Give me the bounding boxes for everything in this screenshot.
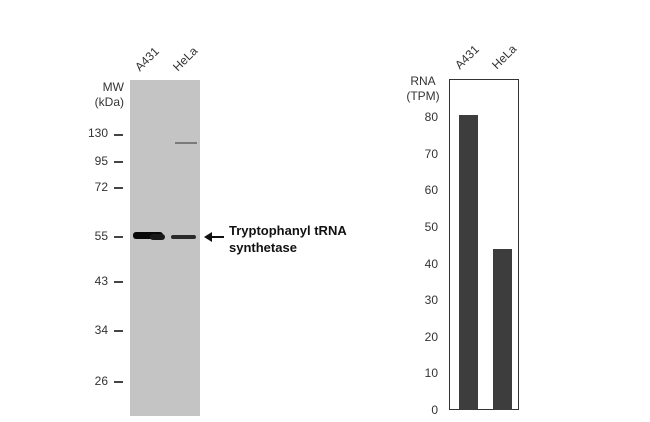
target-arrow-shaft (209, 236, 224, 238)
y-tick-label: 10 (424, 366, 438, 381)
rna-axis-title-line2: (TPM) (406, 89, 440, 103)
band-a431-tail (150, 234, 165, 240)
y-tick-label: 80 (424, 110, 438, 124)
mw-tick-26 (114, 381, 123, 383)
mw-tick-72 (114, 187, 123, 189)
mw-label: MW (102, 80, 124, 94)
mw-marker-34: 34 (94, 323, 108, 337)
mw-tick-34 (114, 330, 123, 332)
target-label-line1: Tryptophanyl tRNA (229, 223, 347, 238)
lane-label-a431: A431 (132, 44, 162, 74)
band-hela (171, 235, 196, 239)
mw-tick-95 (114, 161, 123, 163)
chart-category-a431: A431 (452, 42, 482, 72)
band-a431 (133, 232, 163, 239)
rna-axis-title: RNA (TPM) (400, 74, 446, 104)
mw-marker-72: 72 (94, 180, 108, 194)
rna-axis-title-line1: RNA (410, 74, 436, 88)
y-tick-label: 60 (424, 183, 438, 198)
mw-marker-95: 95 (94, 154, 108, 168)
left-arrow-icon (204, 232, 212, 242)
faint-band-hela (175, 142, 197, 144)
rna-bar-a431 (459, 115, 478, 410)
western-blot-image (130, 80, 200, 416)
mw-marker-26: 26 (94, 374, 108, 388)
y-tick-label: 50 (424, 219, 438, 234)
mw-marker-43: 43 (94, 274, 108, 288)
mw-tick-43 (114, 281, 123, 283)
target-protein-label: Tryptophanyl tRNA synthetase (229, 222, 347, 256)
y-tick-label: 0 (431, 403, 438, 417)
y-tick-label: 40 (424, 256, 438, 271)
mw-tick-55 (114, 236, 123, 238)
target-label-line2: synthetase (229, 240, 297, 255)
y-tick-label: 20 (424, 329, 438, 344)
y-tick-label: 70 (424, 146, 438, 161)
chart-category-hela: HeLa (489, 41, 520, 72)
rna-bar-hela (493, 248, 512, 410)
mw-unit-label: (kDa) (94, 95, 124, 109)
mw-marker-55: 55 (94, 229, 108, 243)
mw-marker-130: 130 (87, 126, 108, 140)
lane-label-hela: HeLa (170, 43, 201, 74)
y-tick-label: 30 (424, 293, 438, 308)
mw-tick-130 (114, 134, 123, 136)
